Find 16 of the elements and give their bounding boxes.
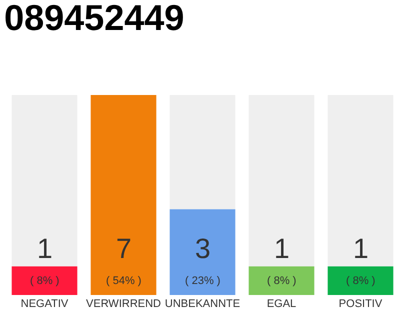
data-label: 3 [195,233,211,264]
x-tick-label: EGAL [266,298,296,310]
data-label: 1 [274,233,290,264]
annotation: ( 8% ) [30,275,60,287]
x-tick-label: UNBEKANNTE [164,298,240,310]
annotation: ( 23% ) [185,275,220,287]
annotation: ( 54% ) [106,275,142,287]
data-label: 7 [116,233,132,264]
x-tick-label: NEGATIV [20,298,69,310]
x-tick-label: VERWIRREND [86,298,162,310]
annotation: ( 8% ) [346,275,376,287]
data-label: 1 [353,233,369,264]
x-tick-label: POSITIV [338,298,383,310]
chart-title: 089452449 [4,0,184,38]
annotation: ( 8% ) [267,275,296,287]
data-label: 1 [37,233,53,264]
